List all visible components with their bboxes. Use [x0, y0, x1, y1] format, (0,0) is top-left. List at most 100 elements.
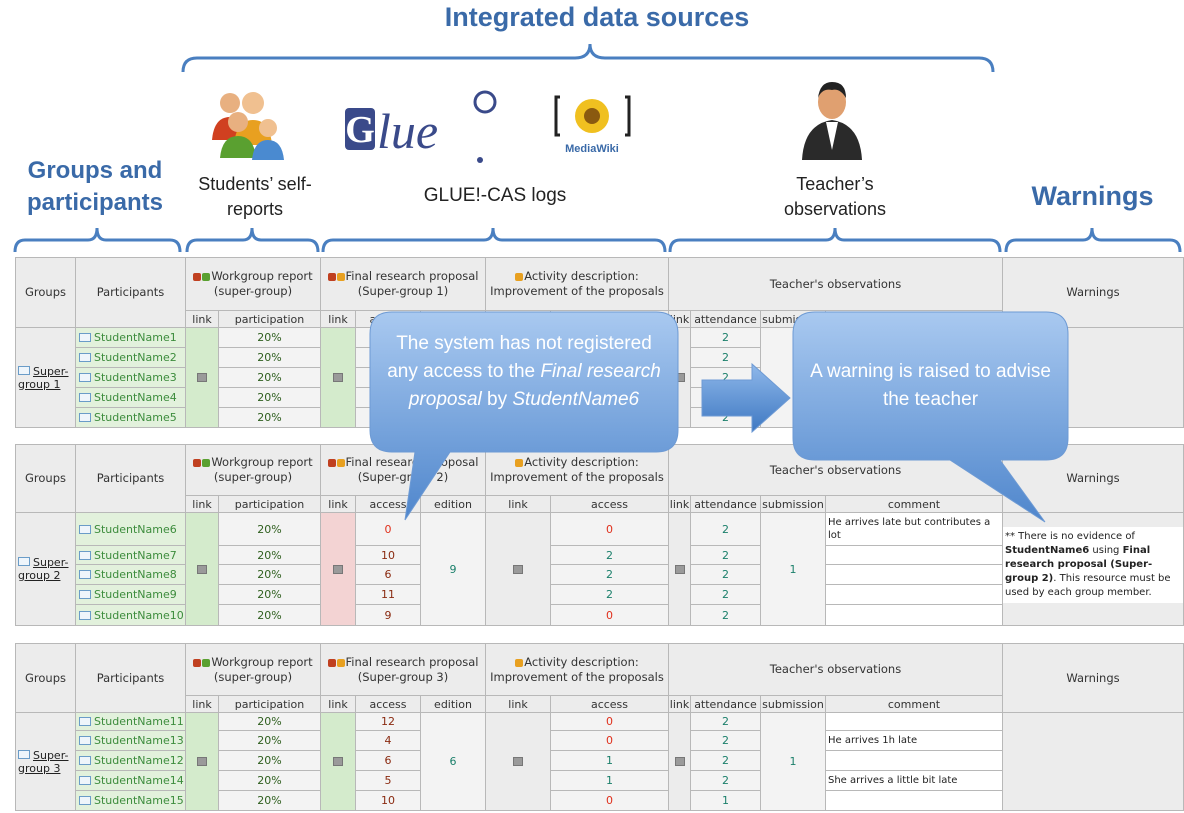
participation-value: 20% — [257, 608, 282, 622]
mail-icon — [79, 373, 91, 382]
submission-value: 1 — [789, 562, 797, 576]
header-text: Teacher's observations — [770, 463, 901, 478]
group-link[interactable]: Super-group 2 — [18, 556, 69, 582]
link-icon — [197, 757, 207, 766]
header-text: Activity description: Improvement of the… — [488, 455, 666, 485]
submission-cell: 1 — [760, 512, 826, 626]
link-icon — [197, 373, 207, 382]
access-value: 6 — [384, 754, 392, 767]
header-text: Workgroup report (super-group) — [188, 269, 318, 299]
warning-part: StudentName6 — [1005, 545, 1090, 556]
students-icon — [212, 92, 284, 160]
header-text: Teacher's observations — [770, 277, 901, 292]
glue-logo: G lue — [345, 90, 497, 163]
participant-name: StudentName15 — [94, 794, 184, 807]
activity-access-value: 2 — [606, 588, 613, 601]
icon — [193, 273, 202, 281]
sub-header-label: edition — [434, 697, 472, 711]
activity-access-value: 0 — [606, 734, 613, 747]
access-value: 10 — [381, 548, 395, 562]
glue-label: GLUE!-CAS logs — [423, 185, 567, 206]
participant-cell: StudentName9 — [75, 584, 186, 605]
participant-cell: StudentName5 — [75, 407, 186, 428]
sub-header-label: edition — [434, 497, 472, 511]
header-text: Groups — [25, 471, 66, 486]
mail-icon — [79, 413, 91, 422]
participant-name: StudentName6 — [94, 522, 177, 536]
attendance-cell: 1 — [690, 790, 761, 811]
participation-value: 20% — [257, 391, 282, 404]
mail-icon — [79, 524, 91, 534]
link-icon — [333, 757, 343, 766]
header-text: Final research proposal (Super-group 1) — [323, 269, 483, 299]
participant-name: StudentName11 — [94, 715, 184, 728]
participation-value: 20% — [257, 588, 282, 601]
participant-name: StudentName5 — [94, 411, 177, 424]
mail-icon — [79, 550, 91, 560]
sub-header-label: link — [192, 697, 212, 711]
sub-header-label: link — [328, 697, 348, 711]
header-label: Groups — [24, 670, 66, 685]
participant-cell: StudentName7 — [75, 545, 186, 565]
icon — [336, 273, 345, 281]
attendance-value: 2 — [722, 608, 729, 622]
column-header: Workgroup report (super-group) — [185, 257, 321, 311]
sub-header: access — [550, 695, 669, 713]
link-icon — [197, 564, 207, 574]
header-text: Warnings — [1066, 671, 1119, 686]
sub-header-label: attendance — [694, 497, 757, 511]
group-cell: Super-group 1 — [15, 327, 76, 428]
sub-header-label: access — [590, 697, 629, 711]
participation-value: 20% — [257, 411, 282, 424]
group-link[interactable]: Super-group 3 — [18, 748, 69, 775]
participation-value: 20% — [257, 548, 282, 562]
header-text: Groups — [25, 671, 66, 686]
mail-icon — [79, 353, 91, 362]
link-cell — [485, 512, 551, 626]
icon — [336, 658, 345, 667]
participation-cell: 20% — [218, 750, 321, 771]
participant-cell: StudentName1 — [75, 327, 186, 348]
warning-cell: ** There is no evidence of StudentName6 … — [1002, 512, 1184, 626]
header-text: Activity description: Improvement of the… — [488, 655, 666, 685]
sub-header-label: submission — [762, 497, 824, 511]
sub-header-label: access — [369, 697, 407, 711]
participation-cell: 20% — [218, 327, 321, 348]
icon — [202, 658, 211, 667]
header-text: Participants — [97, 471, 165, 486]
sub-header: access — [355, 695, 421, 713]
mail-icon — [79, 796, 91, 805]
braces — [13, 43, 1182, 253]
participation-value: 20% — [257, 568, 282, 581]
participation-value: 20% — [257, 754, 282, 767]
column-header: Participants — [75, 643, 186, 713]
group-link[interactable]: Super-group 1 — [18, 364, 69, 391]
activity-access-value: 0 — [606, 794, 613, 807]
warning-part: using — [1089, 545, 1123, 556]
activity-access-value: 0 — [606, 608, 613, 622]
attendance-value: 2 — [722, 351, 729, 364]
sub-header: attendance — [690, 310, 761, 328]
activity-access-cell: 0 — [550, 604, 669, 626]
participant-cell: StudentName13 — [75, 730, 186, 751]
sub-header: comment — [825, 495, 1003, 513]
header-text: Participants — [97, 285, 165, 300]
group-cell: Super-group 3 — [15, 712, 76, 811]
sub-header: comment — [825, 695, 1003, 713]
mediawiki-text: MediaWiki — [565, 143, 619, 155]
column-header: Groups — [15, 444, 76, 513]
header-label: Groups — [24, 285, 66, 299]
icon — [515, 459, 524, 467]
link-icon — [674, 757, 685, 766]
comment-cell — [825, 604, 1003, 626]
decorations: G lue MediaWiki — [13, 43, 1182, 253]
attendance-cell: 2 — [690, 512, 761, 546]
icon — [336, 459, 345, 467]
header-text: Final research proposal (Super-group 3) — [323, 655, 483, 685]
group-cell: Super-group 2 — [15, 512, 76, 626]
attendance-value: 2 — [722, 715, 729, 728]
header-label: Participants — [96, 285, 165, 299]
participation-cell: 20% — [218, 407, 321, 428]
